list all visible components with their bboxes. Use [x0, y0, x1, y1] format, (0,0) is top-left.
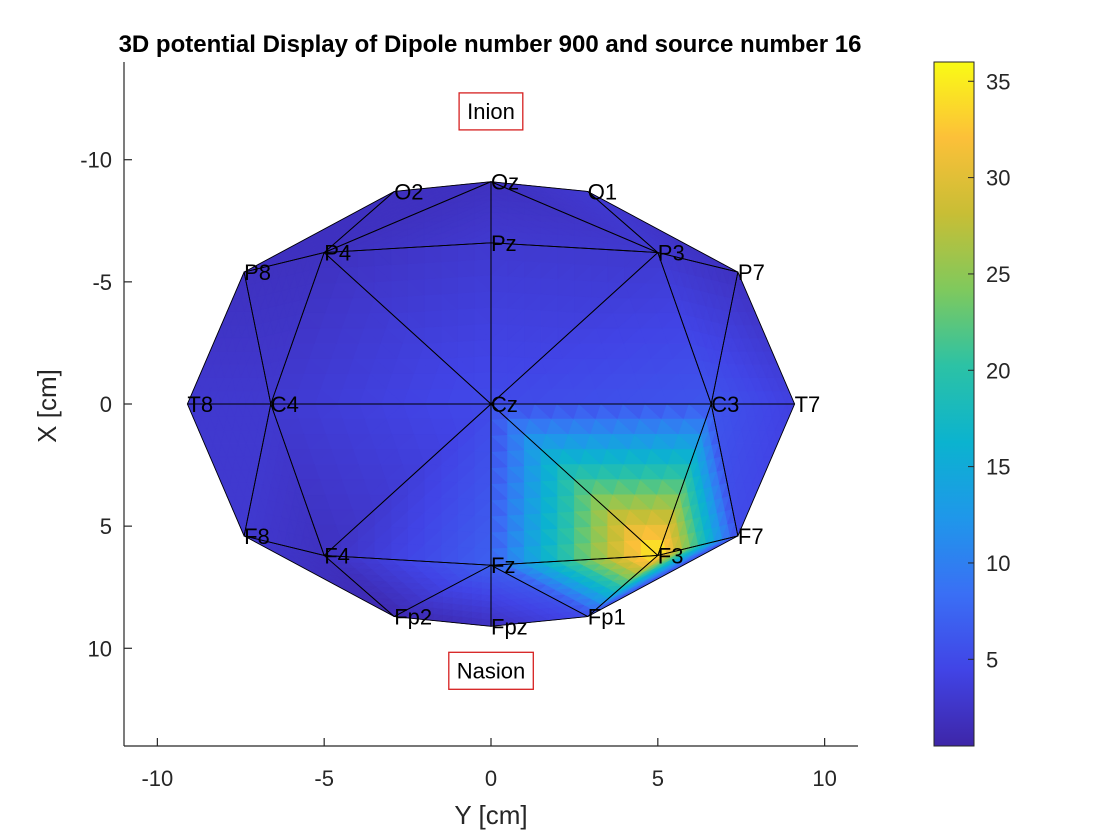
mesh-triangle — [490, 251, 712, 405]
mesh-triangle — [489, 555, 659, 617]
electrode-label-f4: F4 — [324, 544, 350, 569]
electrode-label-f8: F8 — [244, 524, 270, 549]
electrode-label-p4: P4 — [324, 241, 351, 266]
mesh-triangle — [587, 535, 739, 617]
y-tick-label: 10 — [88, 636, 112, 661]
mesh-triangle — [323, 242, 492, 405]
electrode-label-f7: F7 — [738, 524, 764, 549]
annotation-box — [448, 651, 534, 690]
x-tick-label: -5 — [314, 766, 334, 791]
mesh-triangle — [243, 252, 325, 406]
colorbar: 5 10 15 20 25 30 35 — [933, 61, 1010, 747]
mesh-triangle — [323, 555, 493, 617]
annotation-nasion: Nasion — [448, 651, 534, 690]
colorbar-tick-label: 5 — [986, 647, 998, 672]
electrode-label-c4: C4 — [271, 392, 299, 417]
colorbar-bar — [933, 61, 975, 747]
y-ticks: -10 -5 0 5 10 — [80, 148, 132, 661]
electrode-label-o1: O1 — [588, 180, 617, 205]
y-tick-label: -5 — [92, 270, 112, 295]
y-axis-label: X [cm] — [32, 369, 62, 443]
mesh-triangle — [710, 402, 796, 538]
mesh-triangle — [270, 403, 492, 557]
scalp-mesh — [186, 181, 796, 627]
annotation-inion: Inion — [458, 92, 524, 131]
mesh-triangle — [657, 402, 739, 556]
annotation-text: Nasion — [457, 658, 525, 683]
mesh-triangle — [393, 564, 493, 627]
y-tick-label: 5 — [100, 514, 112, 539]
mesh-triangle — [657, 252, 739, 406]
landmark-annotations: Inion Nasion — [448, 92, 534, 690]
mesh-edge — [587, 535, 739, 617]
colorbar-ticks: 5 10 15 20 25 30 35 — [968, 69, 1010, 672]
x-tick-label: 0 — [485, 766, 497, 791]
mesh-triangle — [489, 564, 589, 627]
electrode-label-fz: Fz — [491, 553, 515, 578]
mesh-triangle — [243, 402, 325, 556]
annotation-text: Inion — [467, 99, 515, 124]
x-tick-label: -10 — [141, 766, 173, 791]
electrode-label-fp1: Fp1 — [588, 605, 626, 630]
colorbar-tick-label: 35 — [986, 69, 1010, 94]
electrode-labels: Oz O1 O2 P3 P4 P7 P8 Pz C3 C4 Cz T7 T8 F3 F4 F7 F8 Fz Fp1 F… — [187, 170, 820, 640]
mesh-edge — [710, 403, 796, 537]
plot-area: Oz O1 O2 P3 P4 P7 P8 Pz C3 C4 Cz T7 T8 F3 F4 F7 F8 Fz Fp1 F… — [186, 92, 820, 690]
electrode-label-p3: P3 — [658, 241, 685, 266]
annotation-box — [458, 92, 524, 131]
mesh-triangle — [490, 181, 658, 253]
mesh-edges — [186, 181, 796, 627]
colorbar-tick-label: 15 — [986, 455, 1010, 480]
y-tick-label: 0 — [100, 392, 112, 417]
electrode-label-t8: T8 — [187, 392, 213, 417]
y-tick-label: -10 — [80, 148, 112, 173]
colorbar-tick-label: 25 — [986, 262, 1010, 287]
electrode-label-cz: Cz — [491, 392, 518, 417]
electrode-label-pz: Pz — [491, 231, 517, 256]
x-axis-label: Y [cm] — [454, 800, 527, 830]
mesh-edge — [186, 403, 272, 537]
electrode-label-o2: O2 — [394, 180, 423, 205]
x-ticks: -10 -5 0 5 10 — [141, 738, 837, 791]
electrode-label-fp2: Fp2 — [394, 605, 432, 630]
colorbar-tick-label: 10 — [986, 551, 1010, 576]
mesh-triangle — [186, 402, 272, 538]
mesh-edge — [243, 535, 395, 617]
mesh-edge — [490, 564, 589, 627]
mesh-triangle — [186, 270, 272, 406]
mesh-triangle — [270, 251, 492, 405]
electrode-label-p8: P8 — [244, 260, 271, 285]
electrode-label-c3: C3 — [711, 392, 739, 417]
electrode-label-fpz: Fpz — [491, 614, 528, 639]
x-tick-label: 5 — [652, 766, 664, 791]
electrode-label-f3: F3 — [658, 544, 684, 569]
electrode-label-oz: Oz — [491, 170, 519, 195]
mesh-triangle — [323, 403, 492, 566]
colorbar-tick-label: 20 — [986, 358, 1010, 383]
axes: -10 -5 0 5 10 -10 -5 0 5 10 — [80, 62, 858, 791]
electrode-label-t7: T7 — [795, 392, 821, 417]
electrode-label-p7: P7 — [738, 260, 765, 285]
colorbar-tick-label: 30 — [986, 166, 1010, 191]
mesh-triangle — [710, 270, 796, 406]
chart-title: 3D potential Display of Dipole number 90… — [119, 31, 862, 58]
x-tick-label: 10 — [812, 766, 836, 791]
